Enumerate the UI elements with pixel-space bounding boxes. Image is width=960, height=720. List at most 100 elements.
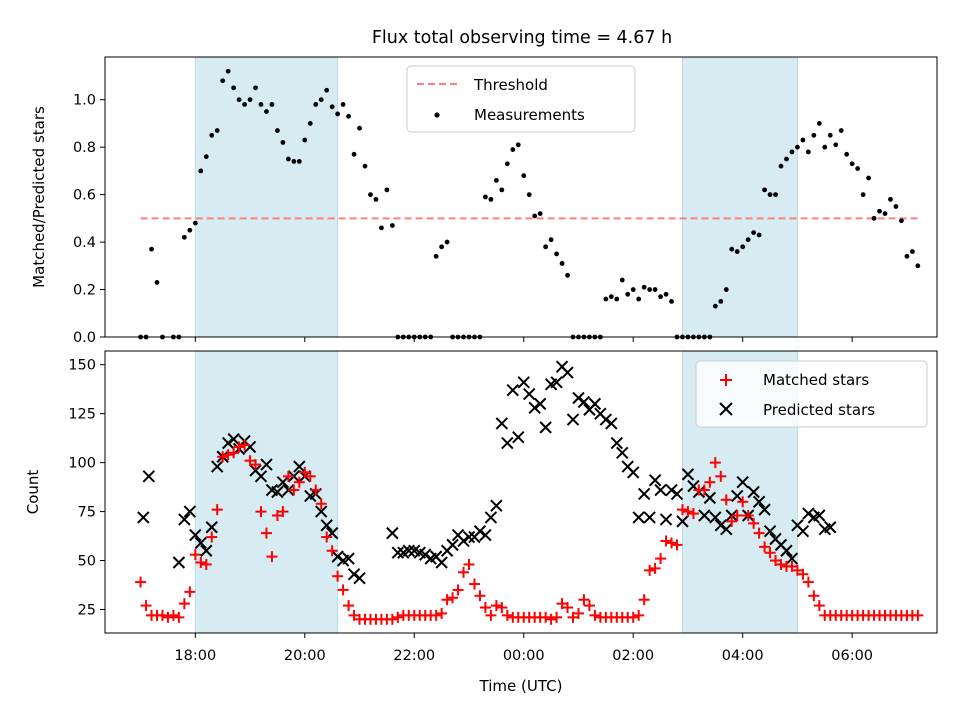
predicted-point bbox=[523, 387, 536, 401]
measurement-point bbox=[198, 168, 204, 174]
predicted-point bbox=[528, 401, 541, 414]
predicted-point bbox=[627, 466, 640, 479]
predicted-point bbox=[637, 487, 651, 501]
bottom-x-tick-label: 20:00 bbox=[284, 648, 326, 664]
bottom-axes-frame bbox=[104, 350, 938, 634]
top-y-tick-label: 0.0 bbox=[73, 330, 96, 346]
measurement-point bbox=[181, 234, 187, 240]
measurement-point bbox=[559, 261, 565, 266]
legend-predicted-swatch bbox=[719, 402, 733, 416]
top-y-tick-label: 0.8 bbox=[73, 140, 96, 156]
predicted-point bbox=[550, 376, 563, 389]
predicted-point bbox=[533, 397, 547, 411]
matched-point bbox=[753, 527, 765, 539]
predicted-point bbox=[676, 515, 689, 528]
matched-point bbox=[228, 447, 240, 459]
matched-point bbox=[644, 564, 656, 576]
measurement-point bbox=[893, 204, 899, 209]
bottom-legend: Matched stars Predicted stars bbox=[695, 360, 928, 428]
bottom-panel: 25 50 75 100 125 150 18:00 20:00 22:00 00:00 02:0… bbox=[24, 350, 938, 695]
predicted-point bbox=[501, 436, 514, 450]
matched-point bbox=[748, 517, 760, 529]
matched-point bbox=[386, 613, 398, 625]
matched-point bbox=[627, 611, 639, 623]
top-x-ticks bbox=[194, 337, 853, 342]
matched-point bbox=[332, 570, 344, 582]
top-y-ticks: 0.0 0.2 0.4 0.6 0.8 1.0 bbox=[73, 93, 105, 346]
measurement-point bbox=[351, 151, 357, 157]
bottom-y-tick-label: 50 bbox=[78, 554, 96, 570]
predicted-point bbox=[561, 366, 574, 379]
predicted-point bbox=[183, 505, 197, 518]
measurement-point bbox=[220, 78, 226, 84]
measurement-point bbox=[543, 244, 549, 250]
predicted-point bbox=[709, 511, 722, 524]
predicted-point bbox=[386, 526, 399, 540]
measurement-point bbox=[510, 147, 516, 152]
predicted-point bbox=[698, 509, 711, 522]
measurement-point bbox=[493, 177, 499, 183]
bottom-y-ticks: 25 50 75 100 125 150 bbox=[68, 358, 105, 619]
predicted-point bbox=[293, 460, 306, 473]
top-shaded-region bbox=[681, 56, 798, 338]
matched-point bbox=[140, 600, 152, 612]
predicted-point bbox=[747, 485, 760, 499]
predicted-point bbox=[353, 571, 366, 585]
predicted-points bbox=[137, 360, 837, 585]
predicted-point bbox=[517, 376, 530, 389]
predicted-point bbox=[616, 446, 629, 460]
measurement-point bbox=[384, 187, 390, 193]
predicted-point bbox=[391, 546, 405, 559]
matched-point bbox=[737, 496, 749, 508]
measurement-point bbox=[734, 249, 740, 254]
top-legend: Threshold Measurements bbox=[406, 65, 636, 133]
predicted-point bbox=[785, 552, 799, 565]
measurement-point bbox=[187, 227, 193, 233]
predicted-point bbox=[495, 417, 509, 430]
matched-point bbox=[676, 504, 688, 516]
predicted-point bbox=[320, 519, 333, 532]
matched-point bbox=[655, 553, 667, 565]
measurement-point bbox=[253, 85, 258, 91]
matched-point bbox=[551, 611, 563, 623]
matched-point bbox=[501, 609, 513, 621]
top-y-tick-label: 0.4 bbox=[73, 235, 96, 251]
predicted-point bbox=[736, 476, 749, 489]
bottom-y-tick-label: 125 bbox=[68, 407, 96, 423]
predicted-point bbox=[227, 432, 240, 446]
matched-point bbox=[184, 586, 196, 598]
measurement-point bbox=[258, 102, 264, 107]
measurement-point bbox=[264, 109, 269, 114]
matched-point bbox=[726, 515, 738, 527]
measurement-point bbox=[433, 253, 439, 259]
measurement-point bbox=[723, 287, 729, 292]
measurement-point bbox=[729, 246, 735, 252]
matched-point bbox=[441, 594, 453, 606]
measurement-point bbox=[614, 296, 620, 302]
matched-point bbox=[217, 451, 229, 463]
measurement-point bbox=[532, 213, 538, 219]
measurement-point bbox=[866, 175, 871, 181]
predicted-point bbox=[221, 436, 235, 450]
measurement-point bbox=[882, 211, 888, 217]
matched-point bbox=[222, 449, 234, 461]
matched-point bbox=[764, 547, 776, 559]
measurement-point bbox=[909, 249, 915, 254]
measurement-point bbox=[192, 220, 198, 226]
measurement-point bbox=[795, 144, 800, 150]
matched-point bbox=[715, 470, 727, 482]
measurement-point bbox=[537, 211, 543, 217]
measurement-point bbox=[504, 161, 510, 167]
matched-point bbox=[649, 562, 661, 574]
top-shaded-region bbox=[194, 56, 339, 338]
matched-point bbox=[485, 609, 497, 621]
legend-matched-label: Matched stars bbox=[763, 371, 869, 389]
predicted-point bbox=[479, 528, 492, 542]
predicted-point bbox=[632, 511, 645, 524]
matched-point bbox=[562, 602, 574, 614]
matched-point bbox=[496, 602, 508, 614]
matched-point bbox=[666, 537, 678, 549]
top-panel: 0.0 0.2 0.4 0.6 0.8 1.0 Matched/Predicted sta… bbox=[30, 56, 938, 346]
measurement-point bbox=[860, 192, 866, 198]
measurement-point bbox=[275, 128, 280, 133]
